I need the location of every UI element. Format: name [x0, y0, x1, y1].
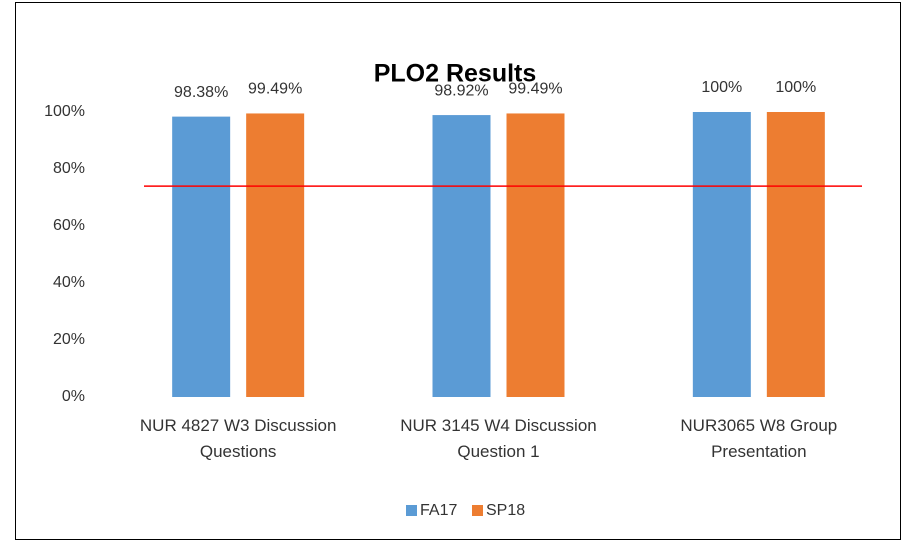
data-label: 99.49% — [508, 81, 562, 98]
y-tick-label: 20% — [53, 331, 85, 348]
y-tick-label: 40% — [53, 274, 85, 291]
y-tick-label: 100% — [44, 103, 85, 120]
legend-swatch — [406, 505, 417, 516]
x-tick-label: NUR3065 W8 Group Presentation — [680, 416, 838, 461]
bar — [506, 113, 565, 398]
x-tick-label: NUR 3145 W4 Discussion Question 1 — [400, 416, 597, 461]
data-label: 100% — [701, 79, 742, 96]
legend-label: FA17 — [420, 502, 457, 519]
data-label: 98.38% — [174, 84, 228, 101]
data-label: 99.49% — [248, 81, 302, 98]
bar — [432, 115, 491, 397]
bar — [172, 116, 231, 397]
y-tick-label: 80% — [53, 160, 85, 177]
y-tick-label: 0% — [62, 388, 85, 405]
legend-label: SP18 — [486, 502, 525, 519]
y-tick-label: 60% — [53, 217, 85, 234]
bar — [246, 113, 305, 398]
data-label: 100% — [775, 79, 816, 96]
legend-swatch — [472, 505, 483, 516]
bar — [692, 112, 751, 397]
x-tick-label: NUR 4827 W3 Discussion Questions — [139, 416, 337, 461]
chart-title: PLO2 Results — [374, 60, 537, 88]
bar — [766, 112, 825, 397]
data-label: 98.92% — [434, 82, 488, 99]
